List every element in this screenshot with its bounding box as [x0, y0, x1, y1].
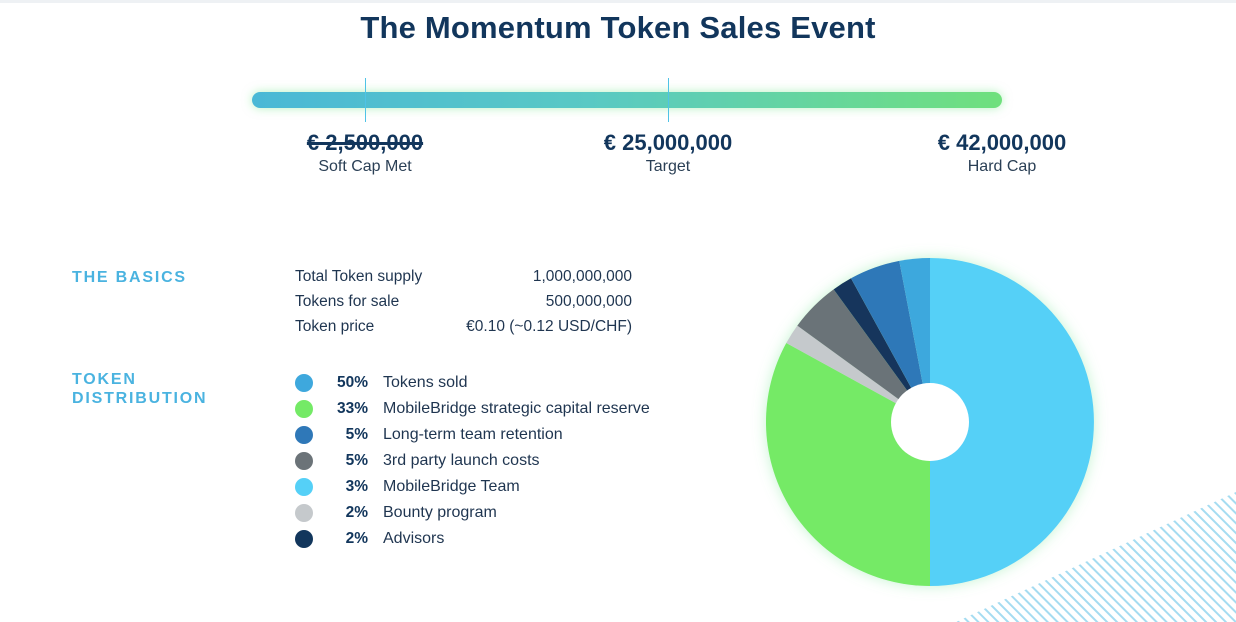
basics-value: 1,000,000,000 [532, 268, 632, 285]
basics-label: Total Token supply [295, 268, 423, 285]
distribution-heading-line2: DISTRIBUTION [72, 390, 208, 407]
legend-label: MobileBridge strategic capital reserve [383, 400, 650, 417]
distribution-heading-line1: TOKEN [72, 371, 137, 388]
legend-item: 3% MobileBridge Team [295, 474, 650, 500]
pie-slice-mobilebridge-team [899, 258, 930, 422]
legend-label: Tokens sold [383, 374, 468, 391]
legend-swatch [295, 530, 313, 548]
legend-label: Advisors [383, 530, 445, 547]
legend-percent: 5% [345, 426, 368, 443]
legend-item: 5% 3rd party launch costs [295, 448, 650, 474]
soft-cap-label: Soft Cap Met [318, 158, 412, 175]
distribution-heading: TOKEN DISTRIBUTION [72, 370, 207, 408]
chart-legend: 50% Tokens sold 33% MobileBridge strategic … [295, 370, 650, 552]
pie-slice-bounty-program [786, 325, 930, 422]
top-divider [0, 0, 1236, 3]
legend-swatch [295, 452, 313, 470]
legend-percent: 3% [345, 478, 368, 495]
legend-label: 3rd party launch costs [383, 452, 540, 469]
soft-cap-milestone: € 2,500,000 Soft Cap Met [255, 130, 475, 176]
target-amount: € 25,000,000 [603, 130, 733, 155]
legend-label: MobileBridge Team [383, 478, 520, 495]
legend-percent: 2% [345, 504, 368, 521]
legend-label: Long-term team retention [383, 426, 563, 443]
page-title: The Momentum Token Sales Event [360, 10, 876, 45]
legend-item: 50% Tokens sold [295, 370, 650, 396]
legend-swatch [295, 426, 313, 444]
pie-slice-advisors [833, 278, 930, 422]
legend-swatch [295, 478, 313, 496]
basics-label: Tokens for sale [295, 293, 400, 310]
legend-item: 2% Advisors [295, 526, 650, 552]
legend-swatch [295, 504, 313, 522]
soft-cap-marker [365, 78, 366, 122]
basics-heading: THE BASICS [72, 269, 187, 286]
legend-item: 2% Bounty program [295, 500, 650, 526]
pie-slice-mobilebridge-strategic-capital-reserve [766, 342, 930, 586]
pie-slice-3rd-party-launch-costs [797, 289, 930, 422]
target-marker [668, 78, 669, 122]
basics-row: Token price €0.10 (~0.12 USD/CHF) [295, 314, 632, 339]
pie-slice-tokens-sold [930, 258, 1094, 586]
basics-table: Total Token supply 1,000,000,000 Tokens … [295, 264, 632, 339]
basics-label: Token price [295, 318, 375, 335]
soft-cap-amount: € 2,500,000 [306, 130, 424, 155]
basics-value: €0.10 (~0.12 USD/CHF) [466, 318, 632, 335]
legend-item: 5% Long-term team retention [295, 422, 650, 448]
legend-swatch [295, 374, 313, 392]
donut-hole [891, 383, 969, 461]
decorative-hatch-pattern [956, 492, 1236, 622]
target-milestone: € 25,000,000 Target [558, 130, 778, 176]
hard-cap-amount: € 42,000,000 [937, 130, 1067, 155]
funding-progress-bar [252, 92, 1002, 108]
progress-fill [252, 92, 1002, 108]
basics-row: Total Token supply 1,000,000,000 [295, 264, 632, 289]
legend-item: 33% MobileBridge strategic capital reserv… [295, 396, 650, 422]
legend-swatch [295, 400, 313, 418]
hard-cap-milestone: € 42,000,000 Hard Cap [892, 130, 1112, 176]
legend-label: Bounty program [383, 504, 497, 521]
legend-percent: 50% [336, 374, 368, 391]
basics-row: Tokens for sale 500,000,000 [295, 289, 632, 314]
target-label: Target [645, 158, 691, 175]
token-distribution-pie-chart [766, 258, 1094, 586]
legend-percent: 33% [336, 400, 368, 417]
legend-percent: 5% [345, 452, 368, 469]
hard-cap-label: Hard Cap [967, 158, 1037, 175]
legend-percent: 2% [345, 530, 368, 547]
pie-slice-long-term-team-retention [850, 260, 930, 422]
basics-value: 500,000,000 [545, 293, 632, 310]
